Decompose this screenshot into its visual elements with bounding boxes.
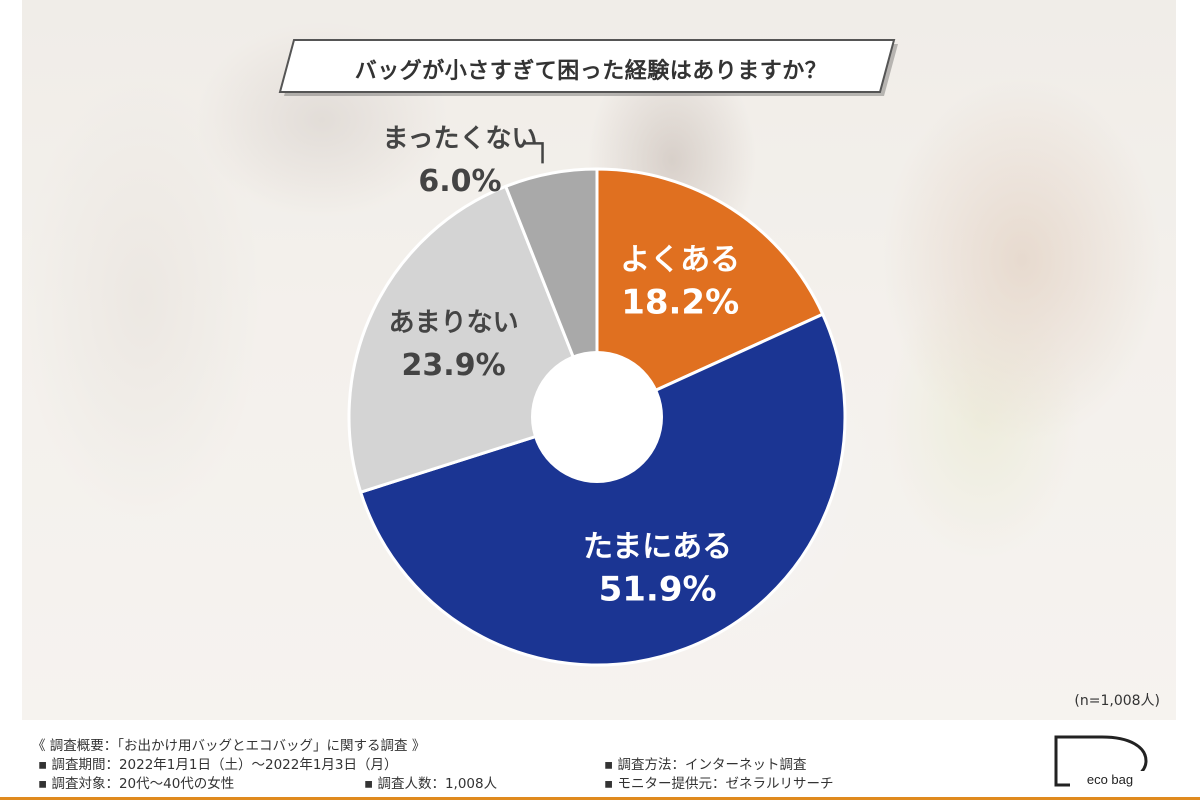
survey-footer: 《 調査概要：「お出かけ用バッグとエコバッグ」に関する調査 》 ▪ 調査期間：2… [0,720,1200,800]
survey-provider: ▪ モニター提供元：ゼネラルリサーチ [604,776,834,792]
survey-method: ▪ 調査方法：インターネット調査 [604,757,807,773]
slice-never [503,167,599,418]
logo-text: eco bag [1087,772,1133,787]
slice-never-label: まったくない [383,124,538,154]
slice-often-value: 18.2% [621,283,739,323]
pie-chart: よくある 18.2% たまにある 51.9% あまりない 23.9% まったくない 6.0% [347,124,847,667]
slice-never-value: 6.0% [418,164,501,199]
slice-sometimes-label: たまにある [583,529,732,564]
slice-sometimes [358,312,847,667]
slice-often [595,167,825,420]
slice-rarely-value: 23.9% [402,348,506,383]
donut-hole [531,351,663,483]
sample-size-note: (n=1,008人) [1074,693,1160,709]
survey-count: ▪ 調査人数：1,008人 [364,776,498,792]
leader-line-never [524,142,544,164]
ecobag-logo: eco bag [1054,735,1152,787]
slice-rarely-label: あまりない [389,308,519,338]
chart-title-banner: バッグが小さすぎて困った経験はありますか？ [278,38,904,100]
survey-period: ▪ 調査期間：2022年1月1日（土）～2022年1月3日（月） [38,757,398,773]
chart-title: バッグが小さすぎて困った経験はありますか？ [354,59,828,84]
slice-often-label: よくある [620,243,740,278]
survey-target: ▪ 調査対象：20代～40代の女性 [38,776,235,792]
title-frame [278,39,898,96]
slice-sometimes-value: 51.9% [599,569,717,609]
survey-overview: 《 調査概要：「お出かけ用バッグとエコバッグ」に関する調査 》 [32,738,426,754]
